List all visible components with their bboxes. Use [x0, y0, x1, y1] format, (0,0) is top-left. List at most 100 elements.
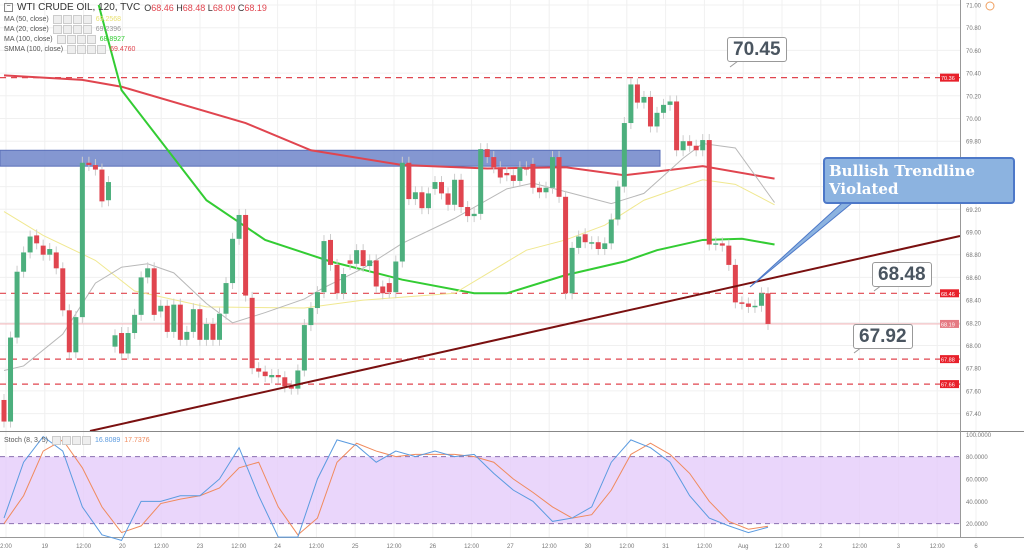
- indicator-buttons[interactable]: [52, 25, 92, 34]
- trendline-callout: Bullish Trendline Violated: [823, 157, 1015, 204]
- high-label: H: [176, 2, 183, 13]
- price-level-badge: [940, 380, 959, 389]
- candle-up: [550, 157, 556, 188]
- stoch-band: [0, 456, 960, 524]
- time-axis-label: 2:00: [0, 544, 12, 550]
- candle-down: [249, 297, 255, 369]
- time-axis-label: 12:00: [154, 544, 170, 550]
- candle-up: [641, 96, 647, 103]
- candle-up: [661, 104, 667, 113]
- candle-up: [79, 162, 85, 318]
- candle-up: [752, 305, 758, 308]
- candle-down: [595, 242, 601, 250]
- indicator-label[interactable]: MA (100, close): [4, 36, 53, 43]
- price-level-badge-text: 70.36: [941, 76, 955, 82]
- price-axis-label: 67.40: [966, 412, 982, 418]
- candle-down: [60, 268, 66, 311]
- candle-up: [341, 273, 347, 294]
- stoch-k-value: 16.8089: [94, 437, 121, 444]
- candle-up: [543, 187, 549, 193]
- time-axis-label: 12:00: [76, 544, 92, 550]
- candle-down: [765, 293, 771, 324]
- price-axis-label: 68.20: [966, 321, 982, 327]
- stoch-axis-label: 40.0000: [966, 500, 988, 506]
- candle-down: [510, 175, 516, 181]
- candle-down: [419, 192, 425, 209]
- indicator-value: 69.2568: [95, 16, 122, 23]
- candle-down: [53, 252, 59, 269]
- candle-down: [563, 196, 569, 294]
- candle-up: [432, 182, 438, 189]
- candle-down: [693, 145, 699, 151]
- candle-down: [86, 162, 92, 166]
- time-axis-label: 12:00: [386, 544, 402, 550]
- price-axis-label: 69.00: [966, 231, 982, 237]
- indicator-buttons[interactable]: [52, 15, 92, 24]
- time-axis-label: 12:00: [231, 544, 247, 550]
- candle-down: [34, 235, 40, 244]
- time-axis-label: 12:00: [930, 544, 946, 550]
- indicator-buttons[interactable]: [56, 35, 96, 44]
- candle-down: [745, 303, 751, 307]
- candle-down: [484, 149, 490, 158]
- stoch-axis-label: 80.0000: [966, 455, 988, 461]
- stoch-label[interactable]: Stoch (8, 3, 5): [4, 437, 48, 444]
- candle-up: [73, 317, 79, 353]
- candle-down: [243, 214, 249, 296]
- candle-up: [125, 333, 131, 354]
- price-level-badge-text: 67.88: [941, 358, 955, 364]
- candle-up: [21, 252, 27, 272]
- candle-up: [216, 313, 222, 340]
- low-label: L: [207, 2, 213, 13]
- stoch-settings-buttons[interactable]: [51, 436, 91, 445]
- candle-down: [465, 207, 471, 217]
- candle-down: [445, 193, 451, 205]
- stoch-d-line: [3, 439, 769, 536]
- indicator-buttons[interactable]: [67, 45, 107, 54]
- candle-down: [458, 179, 464, 208]
- collapse-icon[interactable]: −: [4, 3, 13, 12]
- time-axis-label: 27: [507, 544, 514, 550]
- stoch-axis-label: 100.0000: [966, 433, 992, 439]
- price-axis-label: 69.80: [966, 140, 982, 146]
- price-axis-label: 70.60: [966, 49, 982, 55]
- time-axis-label: 12:00: [309, 544, 325, 550]
- candle-up: [321, 241, 327, 293]
- time-axis-label: 19: [41, 544, 48, 550]
- candle-up: [8, 337, 14, 422]
- candle-up: [145, 268, 151, 278]
- candle-up: [190, 309, 196, 332]
- candle-up: [589, 242, 595, 244]
- note-pointer: [729, 60, 739, 68]
- candle-up: [602, 243, 608, 250]
- price-axis-label: 68.80: [966, 253, 982, 259]
- time-axis-label: 12:00: [774, 544, 790, 550]
- candle-up: [412, 192, 418, 200]
- candle-up: [713, 243, 719, 245]
- indicator-label[interactable]: SMMA (100, close): [4, 46, 64, 53]
- time-axis-label: 2: [819, 544, 823, 550]
- candle-down: [92, 165, 98, 170]
- candle-down: [282, 377, 288, 387]
- candle-up: [654, 112, 660, 127]
- price-axis-label: 71.00: [966, 4, 982, 10]
- candle-up: [269, 375, 275, 378]
- candle-up: [576, 236, 582, 248]
- high-value: 68.48: [182, 2, 206, 13]
- candle-up: [308, 308, 314, 326]
- symbol-legend: − WTI CRUDE OIL, 120, TVC O68.46 H68.48 …: [4, 2, 267, 13]
- candle-down: [726, 245, 732, 265]
- stoch-axis-label: 20.0000: [966, 522, 988, 528]
- indicator-label[interactable]: MA (50, close): [4, 16, 49, 23]
- candle-down: [275, 375, 281, 378]
- time-axis-label: 12:00: [619, 544, 635, 550]
- high-note: 70.45: [727, 37, 787, 62]
- candle-up: [667, 101, 673, 105]
- candle-down: [360, 250, 366, 267]
- candle-up: [425, 193, 431, 209]
- symbol-name[interactable]: WTI CRUDE OIL, 120, TVC: [17, 2, 141, 13]
- indicator-label[interactable]: MA (20, close): [4, 26, 49, 33]
- candle-down: [256, 368, 262, 372]
- low-note: 67.92: [853, 324, 913, 349]
